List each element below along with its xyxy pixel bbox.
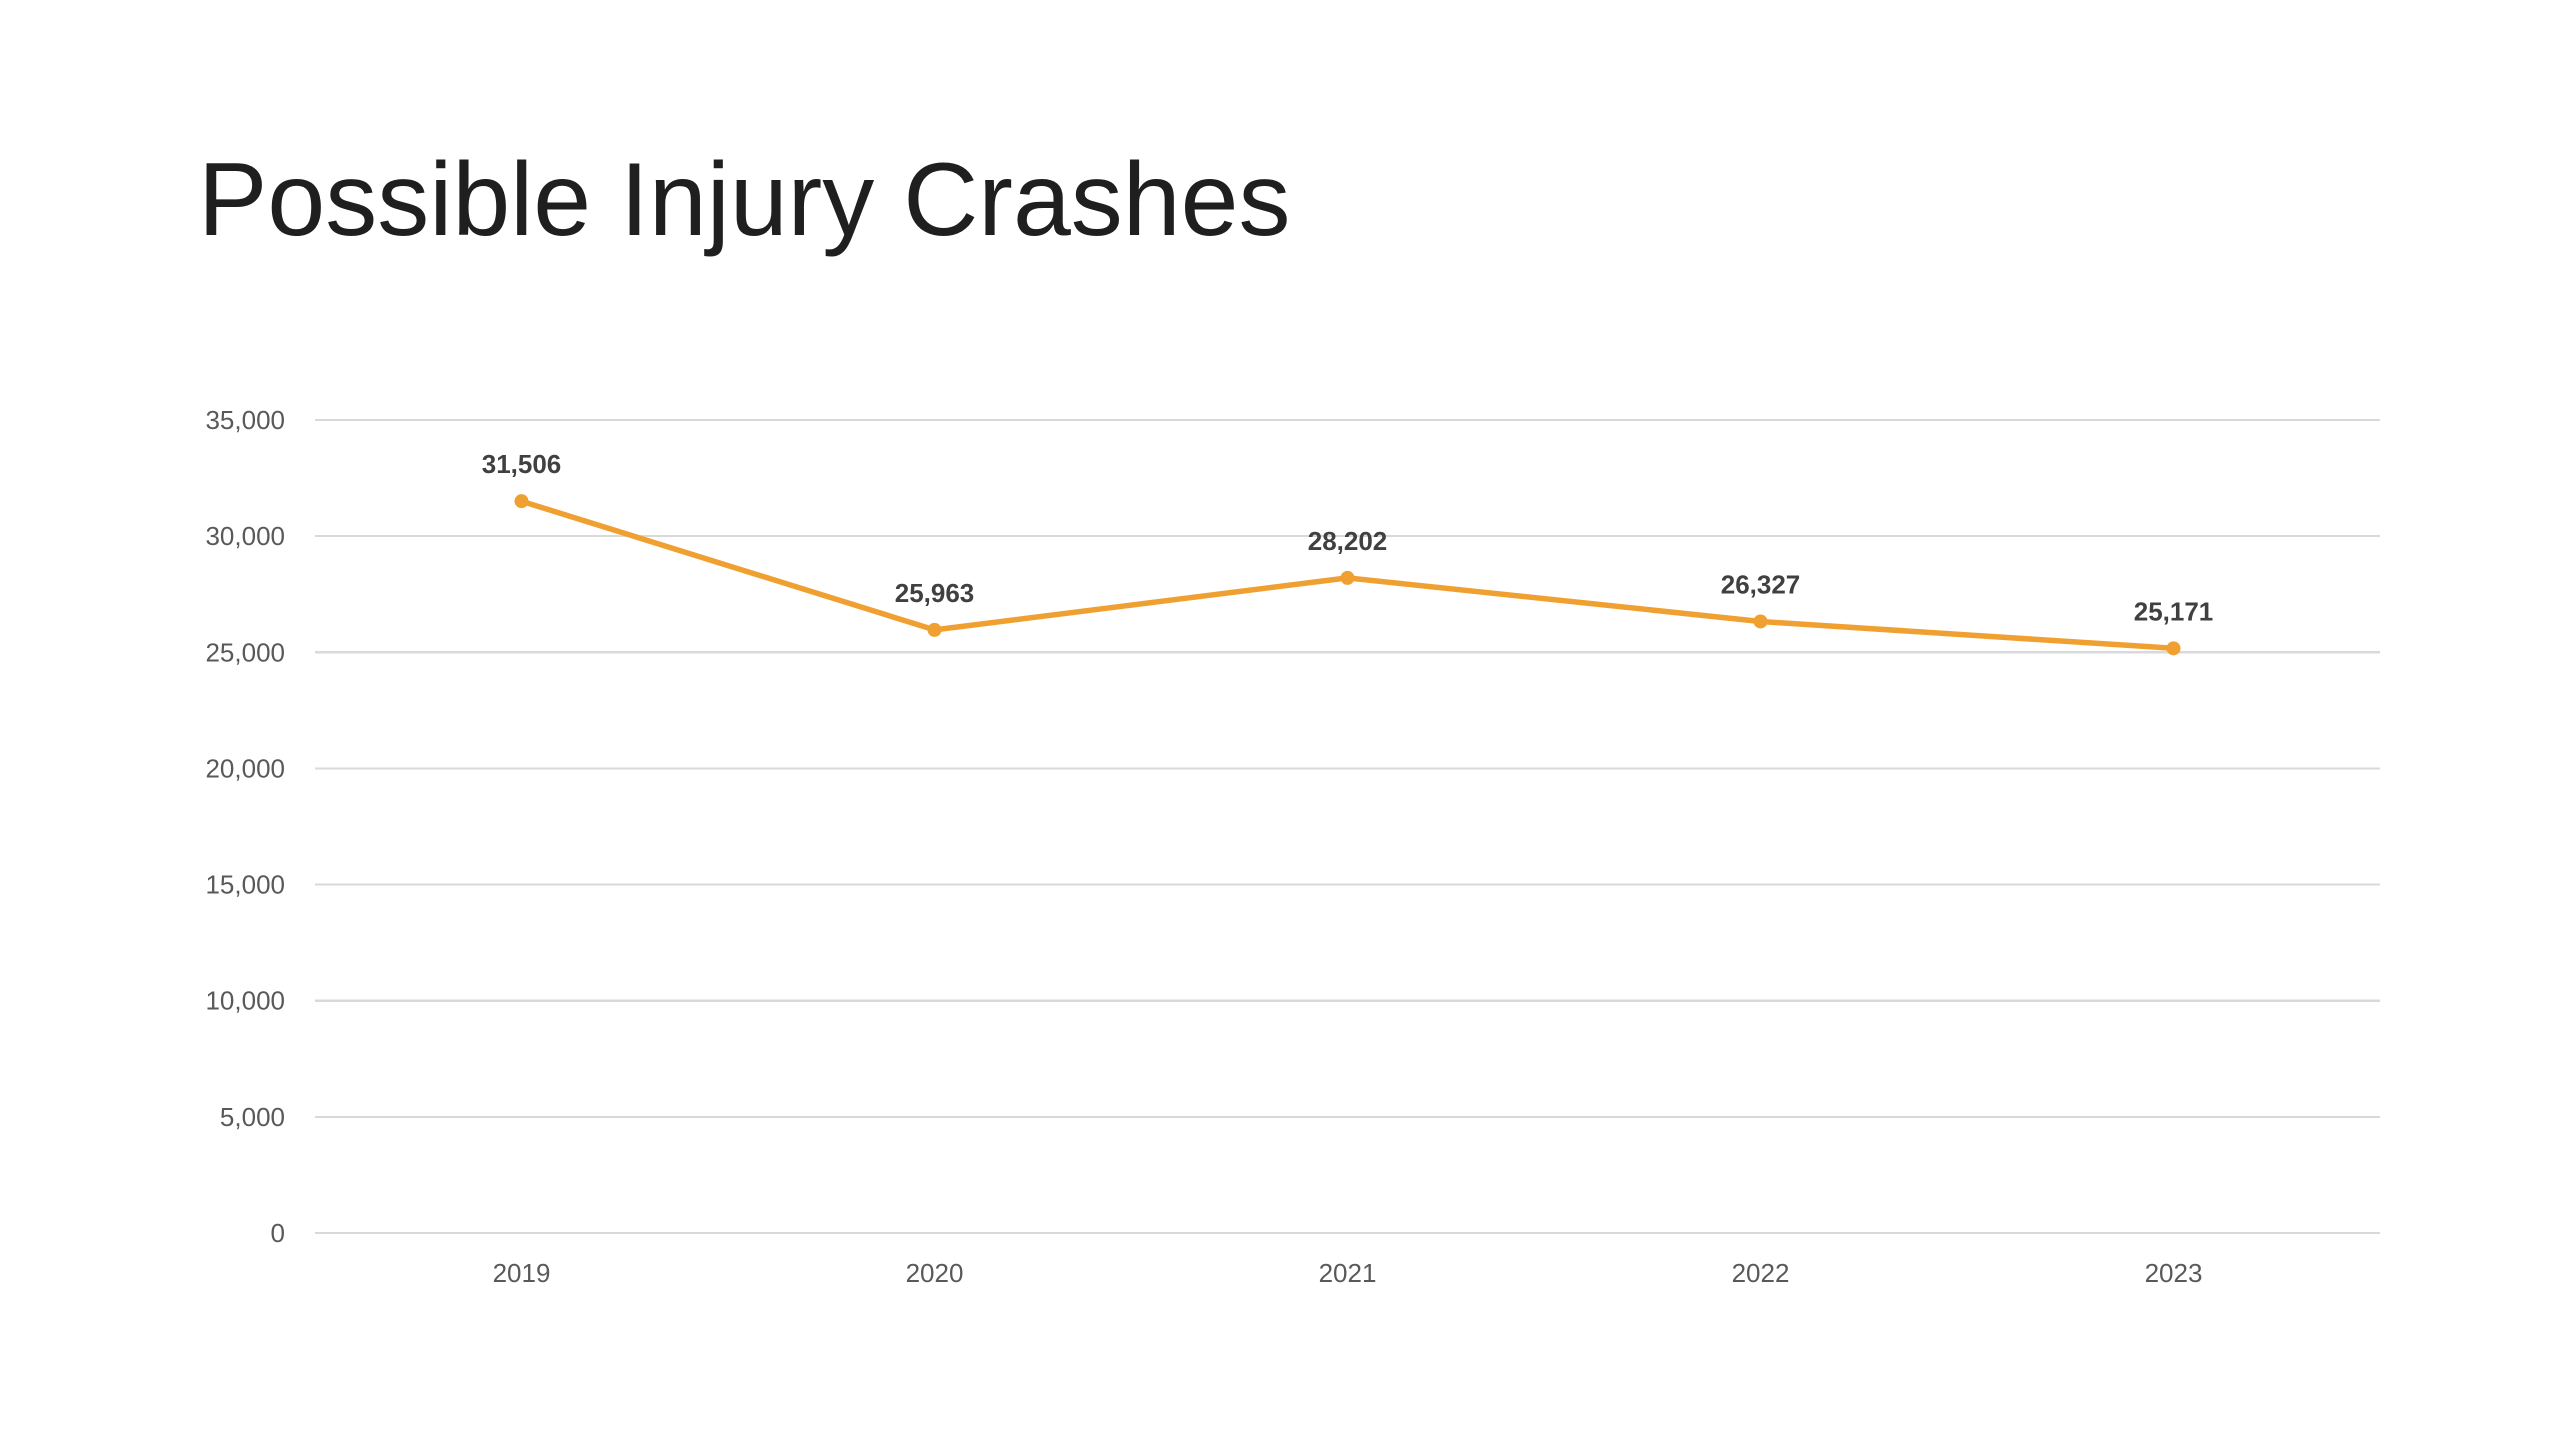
y-tick-label: 5,000 [220,1102,285,1132]
y-tick-label: 30,000 [205,521,285,551]
data-point [1340,570,1355,585]
y-axis-tick-labels: 0 5,000 10,000 15,000 20,000 25,000 30,000 35,0… [205,405,285,1248]
slide-title: Possible Injury Crashes [198,142,1291,258]
y-tick-label: 10,000 [205,986,285,1016]
x-tick-label: 2019 [493,1258,551,1288]
data-label: 26,327 [1721,569,1801,599]
x-tick-label: 2023 [2145,1258,2203,1288]
x-tick-label: 2020 [906,1258,964,1288]
data-label: 25,171 [2134,596,2214,626]
data-label: 31,506 [482,449,562,479]
x-tick-label: 2021 [1319,1258,1377,1288]
gridlines [315,418,2380,1235]
x-axis-tick-labels: 2019 2020 2021 2022 2023 [493,1258,2203,1288]
data-point [2166,641,2181,656]
series-layer [514,494,2181,656]
y-tick-label: 15,000 [205,870,285,900]
y-tick-label: 35,000 [205,405,285,435]
data-label: 25,963 [895,578,975,608]
data-point [514,494,529,509]
x-tick-label: 2022 [1732,1258,1790,1288]
y-tick-label: 20,000 [205,753,285,783]
data-label: 28,202 [1308,526,1388,556]
data-labels: 31,506 25,963 28,202 26,327 25,171 [482,449,2214,626]
data-point [1753,614,1768,629]
y-tick-label: 25,000 [205,637,285,667]
y-tick-label: 0 [271,1218,285,1248]
data-point [927,622,942,637]
